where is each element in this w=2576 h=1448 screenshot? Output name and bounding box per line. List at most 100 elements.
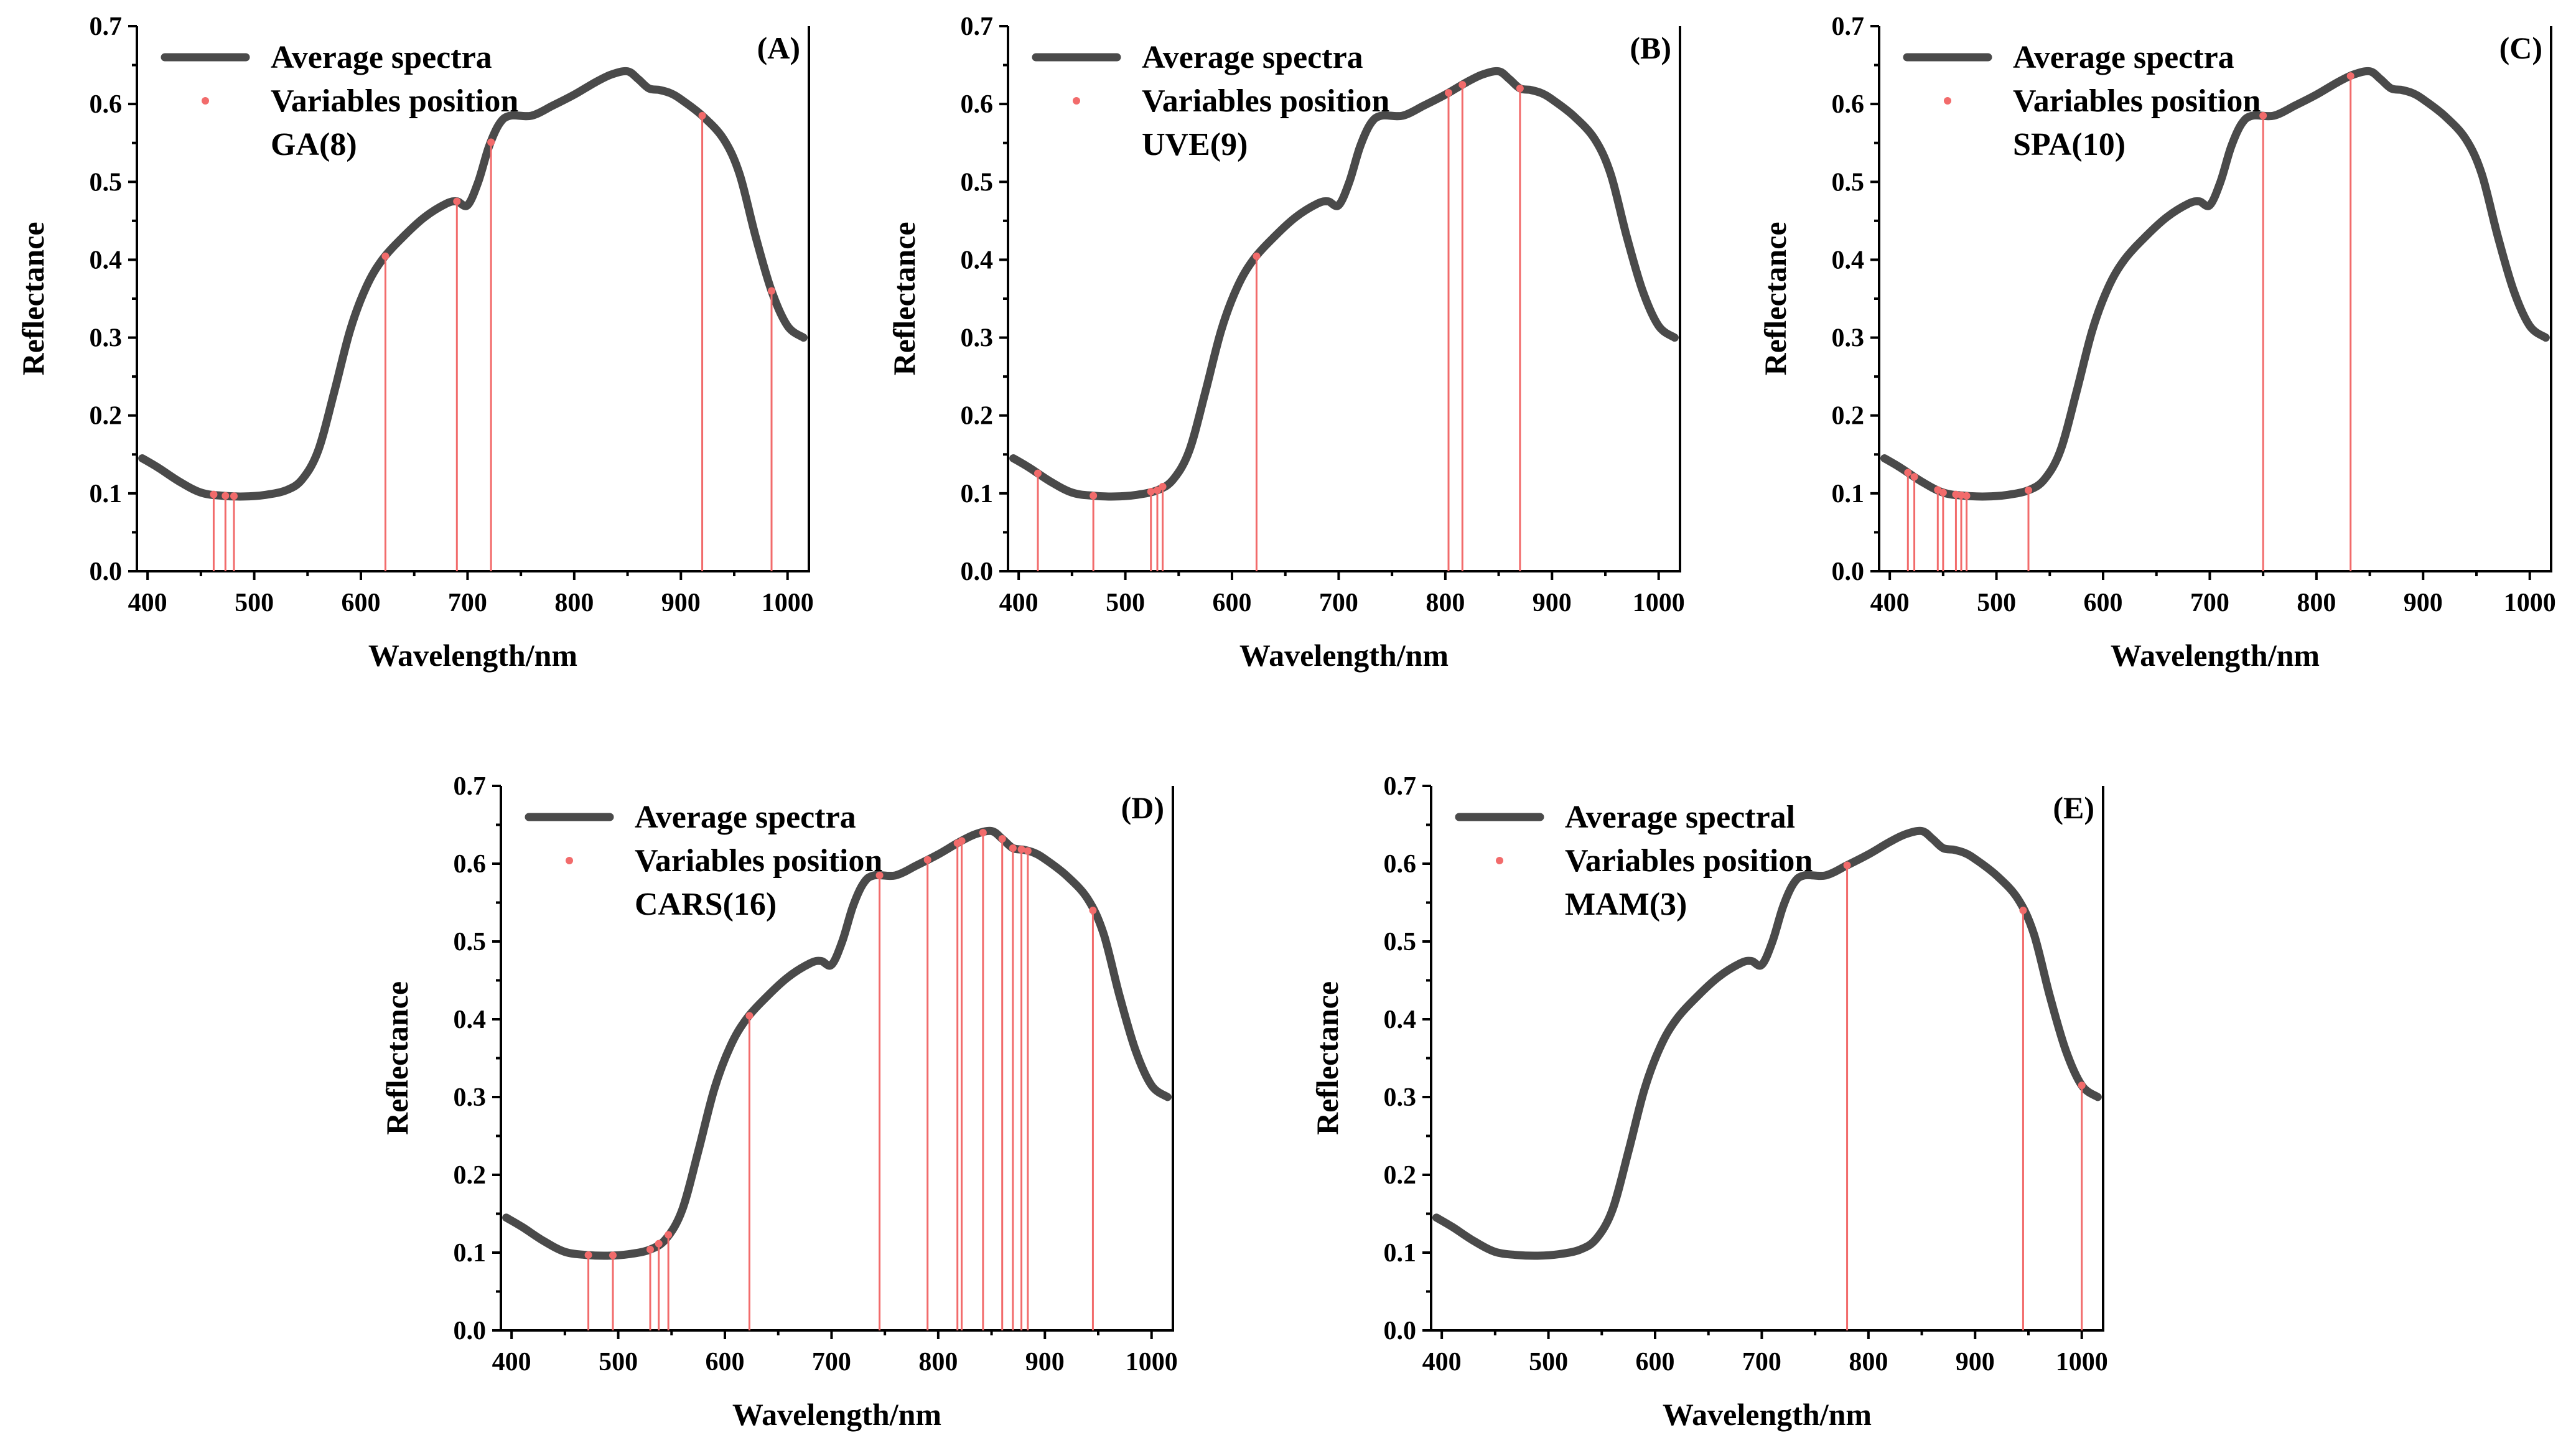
legend-marker-swatch [1496, 857, 1503, 864]
x-tick-label: 700 [2190, 589, 2229, 617]
legend-marker-swatch [1073, 97, 1080, 105]
y-tick-label: 0.1 [961, 480, 994, 508]
y-tick-label: 0.1 [1384, 1239, 1417, 1268]
y-tick-label: 0.1 [90, 480, 123, 508]
variable-position-point [998, 835, 1006, 843]
panel-letter: (C) [2499, 30, 2542, 65]
y-tick-label: 0.5 [961, 168, 994, 197]
variable-position-point [2259, 111, 2267, 119]
x-axis-title: Wavelength/nm [732, 1397, 941, 1432]
legend-line-label: Average spectra [271, 40, 492, 75]
variable-position-point [665, 1231, 673, 1239]
legend-marker-label: Variables position [271, 83, 518, 119]
y-tick-label: 0.3 [454, 1083, 487, 1112]
y-tick-label: 0.7 [454, 772, 487, 801]
x-tick-label: 500 [1106, 589, 1145, 617]
x-tick-label: 500 [1977, 589, 2016, 617]
x-tick-label: 500 [599, 1348, 638, 1376]
x-tick-label: 900 [1956, 1348, 1995, 1376]
x-tick-label: 900 [1533, 589, 1572, 617]
average-spectrum-line [502, 826, 1172, 1260]
y-tick-label: 0.4 [90, 246, 123, 274]
variable-position-point [655, 1240, 663, 1248]
variable-position-point [1253, 252, 1261, 260]
variable-position-point [875, 871, 884, 879]
x-tick-label: 800 [554, 589, 594, 617]
variable-position-point [1089, 907, 1097, 914]
variable-position-point [1843, 861, 1851, 869]
y-tick-label: 0.6 [961, 90, 994, 119]
method-label: MAM(3) [1565, 887, 1687, 922]
panel-letter: (E) [2053, 790, 2094, 825]
y-tick-label: 0.6 [90, 90, 123, 119]
y-tick-label: 0.7 [90, 12, 123, 41]
variable-position-point [1159, 483, 1167, 491]
average-spectrum-line [1880, 67, 2550, 501]
panel-letter: (A) [757, 30, 800, 65]
y-tick-label: 0.4 [454, 1006, 487, 1034]
y-axis-title: Reflectance [1758, 222, 1793, 375]
y-tick-label: 0.5 [90, 168, 123, 197]
x-tick-label: 400 [128, 589, 167, 617]
y-tick-label: 0.0 [454, 1317, 487, 1345]
y-axis-title: Reflectance [380, 981, 414, 1135]
variable-position-point [698, 111, 706, 119]
x-axis-title: Wavelength/nm [1239, 638, 1449, 673]
x-tick-label: 900 [1025, 1348, 1065, 1376]
legend-marker-swatch [202, 97, 209, 105]
variable-position-point [1034, 469, 1042, 477]
panel-c: 0.0 0.1 0.2 0.3 0.4 0.5 0.6 0.7 400 500 600 700 800 9… [1758, 12, 2556, 673]
variable-position-point [2078, 1081, 2086, 1090]
y-tick-label: 0.0 [961, 558, 994, 586]
x-tick-label: 600 [1636, 1348, 1675, 1376]
variable-position-point [979, 829, 987, 837]
y-axis-title: Reflectance [887, 222, 922, 375]
legend-line-label: Average spectral [1565, 800, 1795, 835]
y-tick-label: 0.6 [1832, 90, 1865, 119]
variable-position-point [1147, 488, 1155, 496]
variable-position-point [1009, 844, 1017, 852]
variable-position-point [1516, 85, 1524, 93]
x-tick-label: 800 [2297, 589, 2336, 617]
x-tick-label: 800 [1849, 1348, 1888, 1376]
legend-marker-label: Variables position [1142, 83, 1389, 119]
variable-position-point [923, 856, 931, 864]
y-tick-label: 0.4 [961, 246, 994, 274]
x-tick-label: 700 [448, 589, 487, 617]
panel-letter: (D) [1121, 790, 1164, 825]
x-tick-label: 400 [1870, 589, 1910, 617]
x-tick-label: 500 [1529, 1348, 1568, 1376]
x-tick-label: 700 [1742, 1348, 1781, 1376]
x-tick-label: 1000 [2056, 1348, 2108, 1376]
x-tick-label: 500 [235, 589, 274, 617]
variable-position-point [1017, 846, 1025, 853]
legend-line-label: Average spectra [1142, 40, 1363, 75]
legend-marker-label: Variables position [1565, 843, 1813, 879]
variable-position-point [1154, 486, 1161, 494]
y-tick-label: 0.2 [1384, 1161, 1417, 1190]
x-tick-label: 600 [342, 589, 381, 617]
legend-marker-label: Variables position [2013, 83, 2261, 119]
variable-position-point [609, 1251, 617, 1259]
y-tick-label: 0.0 [1384, 1317, 1417, 1345]
panel-a: 0.0 0.1 0.2 0.3 0.4 0.5 0.6 0.7 400 500 600 700 800 9… [16, 12, 814, 673]
x-tick-label: 700 [1319, 589, 1358, 617]
y-axis-title: Reflectance [1310, 981, 1345, 1135]
x-tick-label: 1000 [1633, 589, 1685, 617]
y-tick-label: 0.2 [90, 402, 123, 431]
x-tick-label: 600 [1213, 589, 1252, 617]
x-axis-title: Wavelength/nm [368, 638, 577, 673]
variable-position-point [2019, 907, 2027, 914]
variable-position-point [2346, 72, 2354, 80]
variable-position-point [210, 490, 218, 498]
variable-position-point [1445, 89, 1452, 97]
y-tick-label: 0.3 [961, 324, 994, 353]
x-axis-title: Wavelength/nm [1663, 1397, 1872, 1432]
variable-position-point [1962, 492, 1971, 500]
panel-b: 0.0 0.1 0.2 0.3 0.4 0.5 0.6 0.7 400 500 600 700 800 9… [887, 12, 1685, 673]
y-tick-label: 0.5 [454, 928, 487, 956]
y-tick-label: 0.1 [1832, 480, 1865, 508]
y-tick-label: 0.2 [961, 402, 994, 431]
y-tick-label: 0.5 [1384, 928, 1417, 956]
